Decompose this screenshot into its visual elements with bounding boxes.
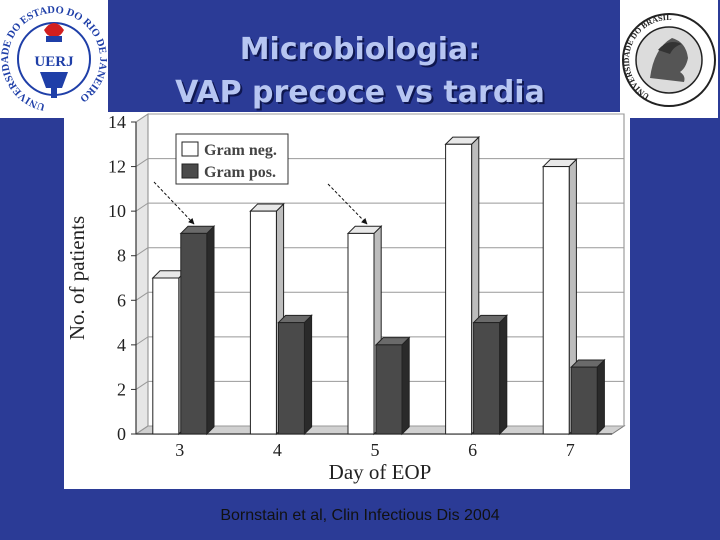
bar-gram-neg-7 — [541, 158, 578, 436]
annotation-arrow-2 — [327, 183, 368, 225]
university-seal-logo: UNIVERSIDADE DO BRASIL — [620, 0, 718, 118]
bar-gram-neg-4 — [249, 202, 285, 436]
gridline-depth — [135, 113, 149, 123]
bar-gram-pos-5-front — [375, 344, 403, 435]
legend-label-gram-neg: Gram neg. — [204, 142, 277, 159]
legend-swatch-gram-neg — [181, 141, 199, 157]
y-tick-label: 4 — [117, 335, 126, 355]
bar-gram-neg-3-front — [152, 277, 180, 435]
y-tick-label: 0 — [117, 424, 126, 444]
citation-box — [195, 502, 525, 530]
bar-chart: 0 2 4 6 8 10 12 14 3 4 5 6 7 Day of EOP No. of patient… — [65, 112, 626, 484]
bar-gram-pos-5 — [374, 336, 411, 436]
seal-icon: UNIVERSIDADE DO BRASIL — [622, 13, 716, 107]
bar-gram-pos-4-side — [303, 314, 313, 436]
uerj-seal-icon: UNIVERSIDADE DO ESTADO DO RIO DE JANEIRO… — [0, 5, 108, 112]
chart-panel: 0 2 4 6 8 10 12 14 3 4 5 6 7 Day of EOP No. of patient… — [64, 112, 630, 489]
slide-title: Microbiologia: VAP precoce vs tardia — [110, 28, 610, 114]
uerj-logo-text: UERJ — [34, 54, 74, 70]
gridline-depth — [135, 425, 149, 435]
bar-gram-pos-3 — [179, 225, 216, 436]
y-tick-label: 12 — [108, 157, 126, 177]
y-tick-label: 10 — [108, 201, 126, 221]
bar-gram-neg-5 — [346, 225, 383, 436]
gridline-depth — [135, 158, 149, 167]
bar-gram-neg-6-front — [445, 143, 473, 435]
bar-gram-pos-6-front — [473, 322, 501, 435]
bar-gram-pos-3-front — [180, 232, 208, 435]
bar-gram-pos-3-side — [206, 225, 215, 436]
x-tick-label: 3 — [175, 440, 184, 460]
x-axis-label: Day of EOP — [329, 460, 432, 484]
title-line-2: VAP precoce vs tardia — [175, 75, 545, 110]
y-axis-label: No. of patients — [65, 216, 89, 340]
bar-gram-pos-5-side — [401, 336, 410, 436]
x-tick-label: 6 — [468, 440, 477, 460]
bar-gram-pos-7-front — [570, 366, 598, 435]
citation-text: Bornstain et al, Clin Infectious Dis 200… — [220, 507, 500, 524]
y-tick-label: 6 — [117, 290, 126, 310]
uerj-logo: UNIVERSIDADE DO ESTADO DO RIO DE JANEIRO… — [0, 0, 108, 118]
legend-swatch-gram-pos — [181, 163, 199, 179]
gridline-depth — [135, 247, 149, 257]
bar-gram-pos-7-side — [596, 358, 605, 436]
gridline-depth — [135, 291, 149, 301]
y-tick-label: 2 — [117, 379, 126, 399]
bar-gram-pos-4 — [277, 314, 313, 436]
gridline-depth — [135, 202, 149, 212]
bar-gram-neg-5-front — [347, 232, 375, 435]
y-tick-label: 8 — [117, 246, 126, 266]
gridline-depth — [135, 381, 149, 390]
x-tick-label: 7 — [566, 440, 575, 460]
x-tick-label: 5 — [371, 440, 380, 460]
y-tick-label: 14 — [108, 112, 126, 132]
bar-gram-neg-7-front — [542, 166, 570, 435]
legend-label-gram-pos: Gram pos. — [204, 164, 276, 181]
bar-gram-neg-4-front — [249, 210, 277, 435]
x-tick-label: 4 — [273, 440, 282, 460]
title-line-1: Microbiologia: — [239, 32, 481, 67]
bar-gram-pos-7 — [569, 358, 606, 436]
gridline-depth — [135, 336, 149, 346]
bar-gram-pos-6 — [472, 314, 509, 436]
bar-gram-pos-6-side — [499, 314, 508, 436]
bar-gram-pos-4-front — [277, 322, 305, 435]
